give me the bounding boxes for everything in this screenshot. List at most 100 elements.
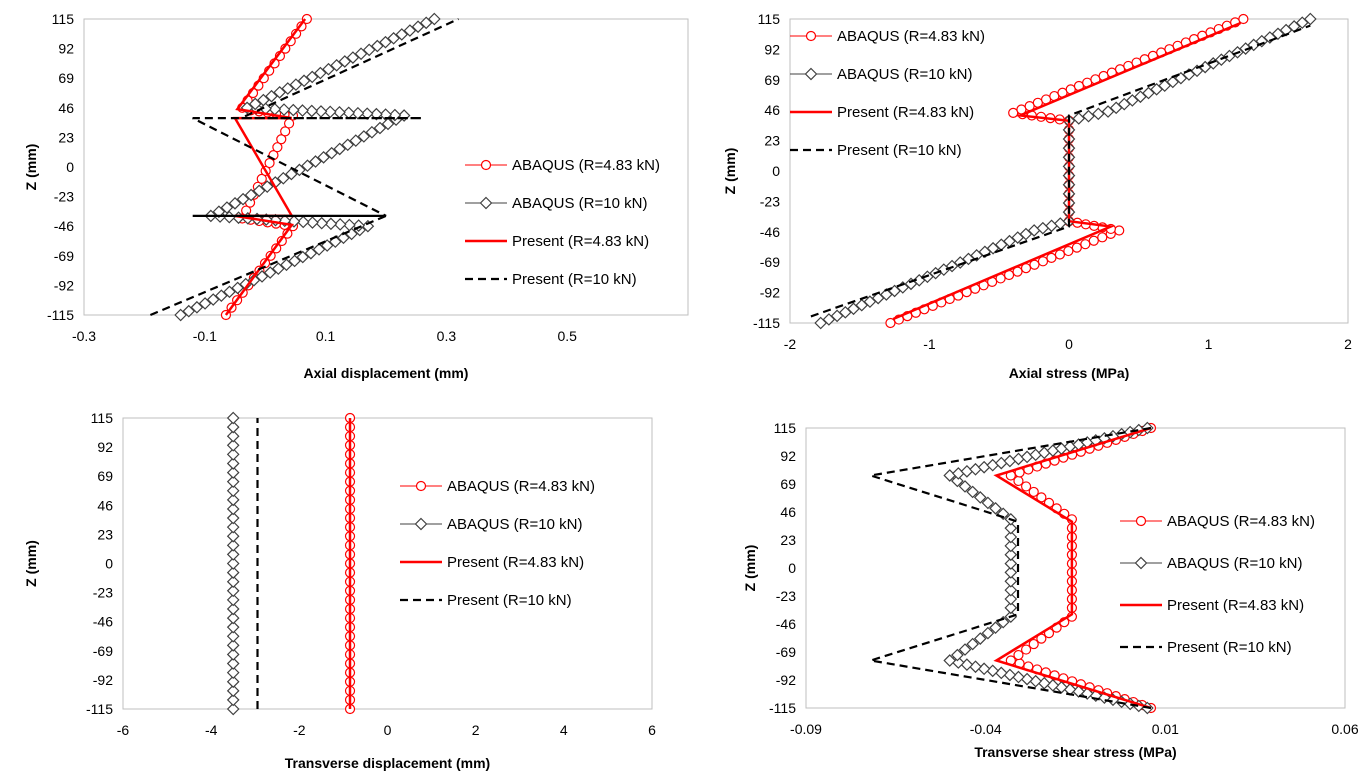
y-tick-label: 46 — [780, 504, 796, 520]
data-point-diamond — [986, 458, 1000, 472]
data-point-diamond — [296, 104, 309, 117]
data-point-diamond — [1004, 530, 1018, 544]
y-tick-label: 92 — [780, 448, 796, 464]
data-point-diamond — [206, 293, 220, 306]
y-axis-title: Z (mm) — [23, 144, 39, 191]
y-tick-label: -69 — [54, 248, 74, 264]
x-tick-label: 0.1 — [316, 328, 336, 344]
legend-item: ABAQUS (R=10 kN) — [465, 195, 647, 212]
data-point-diamond — [214, 289, 228, 303]
data-point-diamond — [341, 138, 355, 152]
legend-label: ABAQUS (R=4.83 kN) — [1167, 513, 1315, 530]
data-point-diamond — [226, 448, 240, 461]
data-point-diamond — [263, 266, 277, 279]
data-point-diamond — [1082, 109, 1095, 123]
data-point-diamond — [305, 70, 319, 84]
data-point-diamond — [228, 197, 242, 210]
data-point-diamond — [379, 35, 392, 49]
legend-label: Present (R=10 kN) — [837, 142, 962, 159]
data-point-diamond — [309, 155, 322, 168]
data-point-diamond — [220, 201, 234, 214]
data-point-diamond — [248, 97, 262, 111]
y-tick-label: -115 — [753, 315, 780, 331]
legend-item: Present (R=4.83 kN) — [400, 554, 584, 571]
data-point-circle — [805, 30, 817, 42]
x-tick-label: -6 — [117, 722, 130, 738]
data-point-diamond — [226, 638, 240, 652]
data-point-circle — [276, 134, 287, 145]
data-point-diamond — [981, 626, 995, 640]
y-tick-label: -23 — [54, 189, 74, 205]
legend-item: Present (R=4.83 kN) — [790, 104, 974, 121]
y-tick-label: 92 — [97, 439, 113, 455]
data-point-circle — [480, 159, 492, 171]
y-tick-label: -92 — [93, 672, 113, 688]
legend: ABAQUS (R=4.83 kN) ABAQUS (R=10 kN) Presen… — [790, 28, 985, 159]
data-point-diamond — [333, 218, 347, 231]
data-point-diamond — [257, 93, 270, 107]
y-tick-label: 115 — [52, 11, 75, 27]
x-tick-label: 0.5 — [557, 328, 577, 344]
data-point-diamond — [317, 150, 330, 164]
y-tick-label: 46 — [764, 102, 780, 118]
data-point-diamond — [351, 106, 365, 120]
data-point-diamond — [174, 308, 187, 322]
data-point-diamond — [226, 575, 240, 589]
data-point-diamond — [330, 58, 343, 72]
x-tick-label: -1 — [923, 336, 936, 352]
series-3 — [810, 24, 1311, 318]
data-point-diamond — [1036, 221, 1050, 235]
data-point-diamond — [1020, 450, 1034, 464]
legend-label: Present (R=10 kN) — [512, 271, 637, 288]
series-line — [993, 426, 1152, 710]
data-point-diamond — [1012, 670, 1025, 684]
x-axis-title: Axial stress (MPa) — [1009, 365, 1130, 381]
data-point-diamond — [226, 466, 240, 479]
y-tick-label: 46 — [58, 100, 74, 116]
legend-label: Present (R=4.83 kN) — [837, 104, 974, 121]
data-point-diamond — [346, 51, 360, 64]
data-point-diamond — [343, 218, 356, 232]
data-point-diamond — [226, 684, 240, 698]
data-point-diamond — [226, 657, 240, 670]
data-point-diamond — [1003, 454, 1017, 468]
data-point-diamond — [226, 502, 240, 516]
x-tick-label: -0.04 — [970, 721, 1002, 737]
legend-item: ABAQUS (R=4.83 kN) — [400, 478, 595, 495]
data-point-diamond — [226, 620, 240, 634]
y-tick-label: 115 — [758, 11, 781, 27]
data-point-diamond — [226, 420, 240, 434]
data-point-diamond — [226, 457, 240, 470]
data-point-circle — [1238, 13, 1249, 25]
data-point-diamond — [981, 496, 995, 510]
series-2 — [224, 18, 307, 316]
data-point-diamond — [277, 103, 291, 116]
legend-item: Present (R=4.83 kN) — [465, 233, 649, 250]
y-tick-label: 0 — [772, 163, 780, 179]
data-point-circle — [1028, 638, 1039, 650]
data-point-diamond — [338, 55, 352, 68]
legend-label: ABAQUS (R=10 kN) — [512, 195, 647, 212]
data-point-diamond — [226, 557, 240, 570]
data-point-circle — [1063, 245, 1074, 257]
data-point-diamond — [395, 28, 409, 41]
plot-area — [122, 417, 653, 710]
data-point-circle — [1037, 256, 1049, 267]
data-point-diamond — [324, 217, 338, 231]
x-tick-label: 0.3 — [437, 328, 457, 344]
data-point-diamond — [387, 31, 400, 45]
data-point-circle — [885, 317, 896, 329]
data-point-diamond — [297, 74, 311, 88]
data-point-diamond — [1020, 672, 1034, 686]
y-tick-label: -23 — [776, 588, 796, 604]
data-point-diamond — [1004, 521, 1018, 535]
data-point-diamond — [226, 438, 240, 452]
data-point-diamond — [280, 258, 293, 272]
data-point-diamond — [276, 171, 290, 185]
data-point-circle — [256, 173, 267, 184]
data-point-diamond — [360, 107, 374, 121]
chart-axial-displacement: 115 92 69 46 23 0 -23 -46 -69 -92 -115 -0.3 -0.1 0.1 0… — [23, 11, 689, 381]
data-point-diamond — [293, 163, 306, 177]
x-tick-label: 0.06 — [1331, 721, 1358, 737]
